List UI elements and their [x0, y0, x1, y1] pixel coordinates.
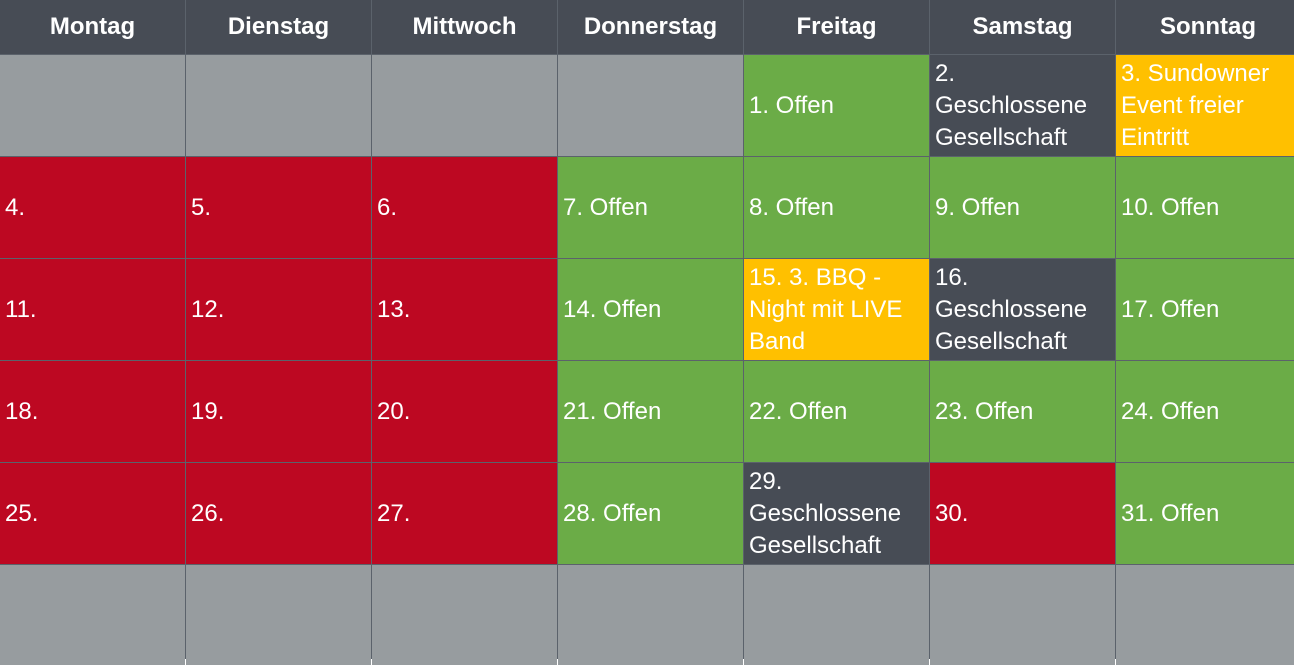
calendar-cell-private: 2. Geschlossene Gesellschaft [930, 55, 1115, 156]
calendar-cell-open: 31. Offen [1116, 463, 1294, 564]
calendar-cell-closed: 19. [186, 361, 371, 462]
calendar-cell-label: 19. [191, 397, 225, 425]
calendar-cell-event: 3. Sundowner Event freier Eintritt [1116, 55, 1294, 156]
day-header-donnerstag: Donnerstag [558, 0, 743, 54]
day-header-samstag: Samstag [930, 0, 1115, 54]
calendar-cell-private: 29. Geschlossene Gesellschaft [744, 463, 929, 564]
calendar-cell-label: 7. Offen [563, 193, 648, 221]
calendar-cell-closed: 6. [372, 157, 557, 258]
calendar-cell-open: 17. Offen [1116, 259, 1294, 360]
calendar-cell-empty [930, 565, 1115, 665]
calendar-cell-label: 29. Geschlossene Gesellschaft [749, 467, 902, 559]
calendar-cell-label: 21. Offen [563, 397, 662, 425]
calendar-cell-open: 22. Offen [744, 361, 929, 462]
calendar-cell-label: 20. [377, 397, 411, 425]
calendar-cell-label: 16. Geschlossene Gesellschaft [935, 263, 1088, 355]
calendar-cell-open: 23. Offen [930, 361, 1115, 462]
calendar-cell-label: 31. Offen [1121, 499, 1220, 527]
calendar-cell-closed: 26. [186, 463, 371, 564]
calendar-cell-label: 5. [191, 193, 212, 221]
calendar-cell-label: 30. [935, 499, 969, 527]
calendar-cell-label: 28. Offen [563, 499, 662, 527]
calendar-cell-label: 1. Offen [749, 91, 834, 119]
calendar-cell-closed: 25. [0, 463, 185, 564]
calendar-cell-label: 13. [377, 295, 411, 323]
calendar-cell-closed: 27. [372, 463, 557, 564]
calendar-cell-event: 15. 3. BBQ - Night mit LIVE Band [744, 259, 929, 360]
calendar-cell-label: 27. [377, 499, 411, 527]
calendar-cell-open: 9. Offen [930, 157, 1115, 258]
calendar-cell-empty [0, 565, 185, 665]
calendar-cell-label: 11. [5, 295, 37, 323]
calendar-cell-label: 23. Offen [935, 397, 1034, 425]
calendar-cell-label: 12. [191, 295, 225, 323]
calendar-cell-closed: 18. [0, 361, 185, 462]
calendar-cell-empty [372, 55, 557, 156]
calendar-cell-open: 24. Offen [1116, 361, 1294, 462]
calendar-cell-closed: 30. [930, 463, 1115, 564]
calendar-cell-closed: 4. [0, 157, 185, 258]
calendar-cell-closed: 11. [0, 259, 185, 360]
calendar-cell-closed: 12. [186, 259, 371, 360]
day-header-dienstag: Dienstag [186, 0, 371, 54]
calendar-cell-empty [186, 565, 371, 665]
day-header-mittwoch: Mittwoch [372, 0, 557, 54]
day-header-montag: Montag [0, 0, 185, 54]
calendar-cell-private: 16. Geschlossene Gesellschaft [930, 259, 1115, 360]
calendar-cell-label: 4. [5, 193, 26, 221]
calendar-cell-label: 22. Offen [749, 397, 848, 425]
calendar-cell-closed: 5. [186, 157, 371, 258]
calendar-cell-empty [186, 55, 371, 156]
calendar-cell-label: 24. Offen [1121, 397, 1220, 425]
calendar-cell-open: 21. Offen [558, 361, 743, 462]
calendar-cell-open: 8. Offen [744, 157, 929, 258]
calendar-cell-open: 7. Offen [558, 157, 743, 258]
calendar-cell-open: 28. Offen [558, 463, 743, 564]
calendar-cell-label: 6. [377, 193, 398, 221]
calendar-cell-empty [372, 565, 557, 665]
calendar-cell-label: 26. [191, 499, 225, 527]
calendar-cell-label: 14. Offen [563, 295, 662, 323]
calendar-cell-open: 10. Offen [1116, 157, 1294, 258]
calendar-cell-label: 10. Offen [1121, 193, 1220, 221]
calendar-cell-open: 14. Offen [558, 259, 743, 360]
calendar-cell-label: 18. [5, 397, 39, 425]
calendar-cell-empty [1116, 565, 1294, 665]
calendar-cell-empty [744, 565, 929, 665]
day-header-freitag: Freitag [744, 0, 929, 54]
calendar-cell-label: 9. Offen [935, 193, 1020, 221]
calendar-cell-label: 25. [5, 499, 39, 527]
day-header-sonntag: Sonntag [1116, 0, 1294, 54]
calendar-cell-closed: 20. [372, 361, 557, 462]
calendar-cell-label: 15. 3. BBQ - Night mit LIVE Band [749, 263, 903, 355]
calendar-cell-label: 8. Offen [749, 193, 834, 221]
calendar-cell-label: 3. Sundowner Event freier Eintritt [1121, 59, 1270, 151]
calendar-cell-label: 2. Geschlossene Gesellschaft [935, 59, 1088, 151]
calendar-cell-label: 17. Offen [1121, 295, 1220, 323]
calendar-cell-empty [558, 55, 743, 156]
calendar-cell-open: 1. Offen [744, 55, 929, 156]
calendar-cell-empty [0, 55, 185, 156]
calendar-cell-closed: 13. [372, 259, 557, 360]
calendar-cell-empty [558, 565, 743, 665]
